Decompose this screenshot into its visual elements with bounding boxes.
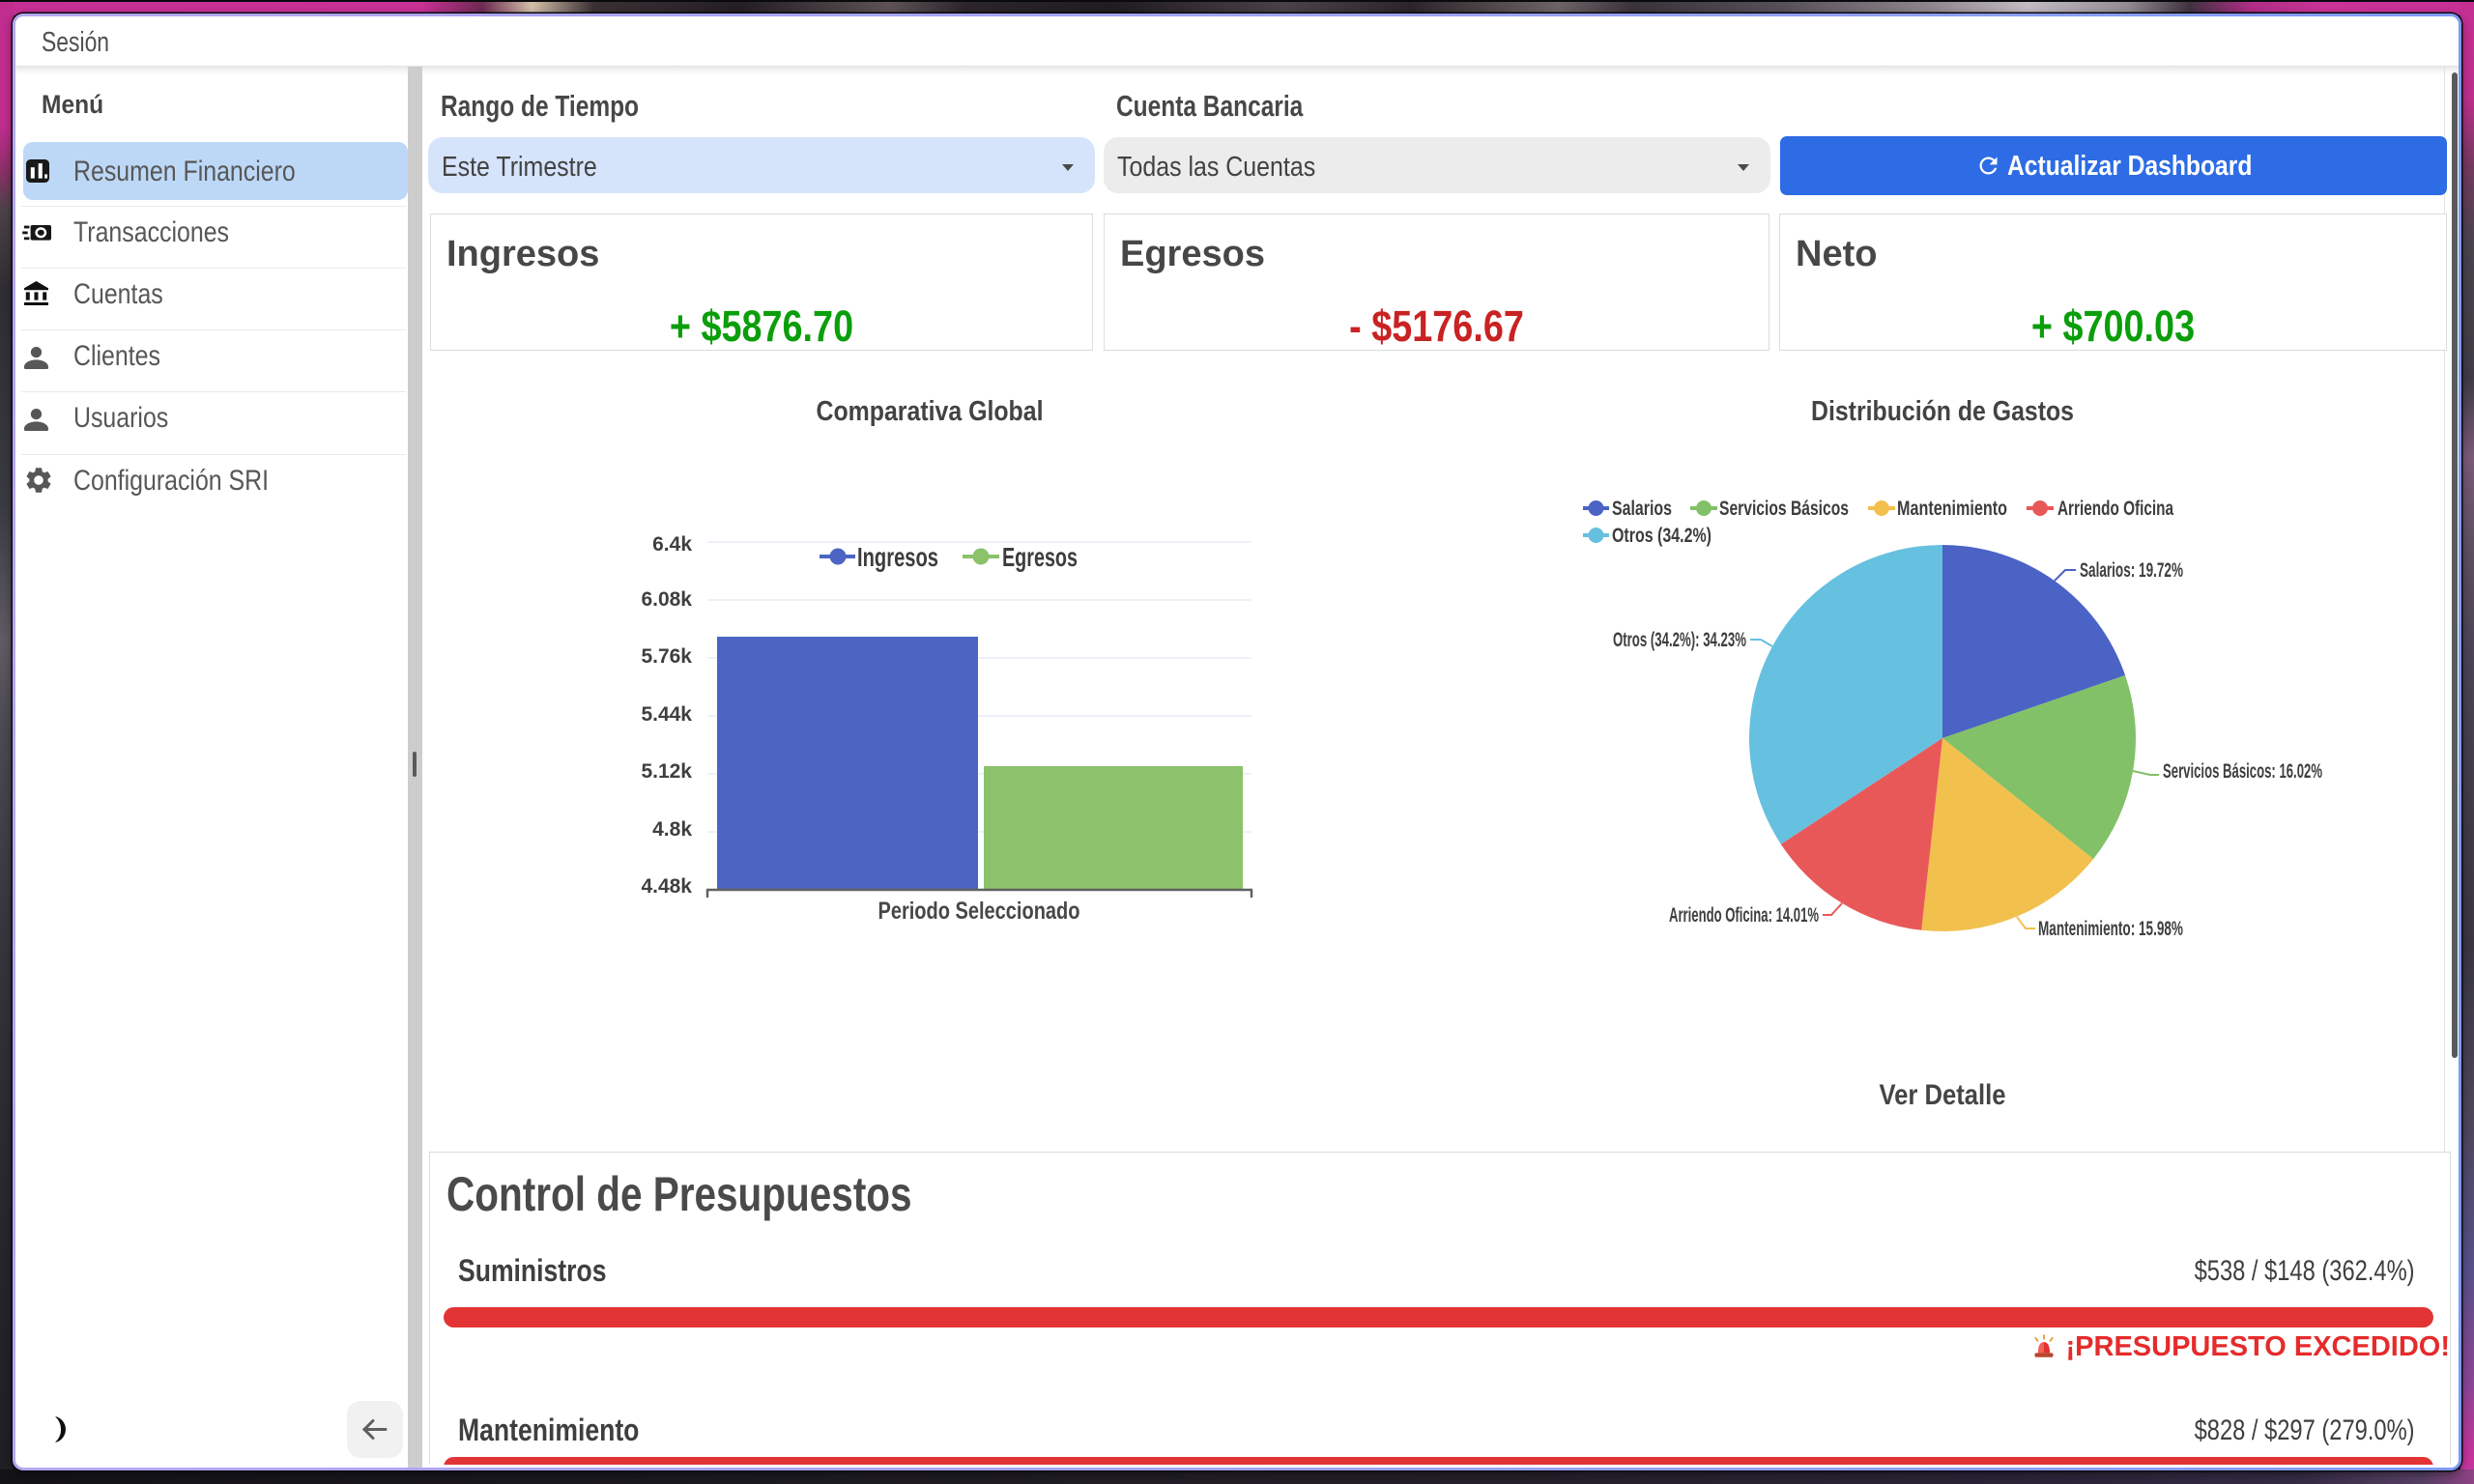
svg-text:5.44k: 5.44k <box>641 703 692 726</box>
svg-text:5.76k: 5.76k <box>641 645 692 668</box>
svg-text:5.12k: 5.12k <box>641 760 692 783</box>
svg-text:Salarios: 19.72%: Salarios: 19.72% <box>2080 559 2183 582</box>
svg-text:Distribución de Gastos: Distribución de Gastos <box>1811 396 2074 427</box>
svg-text:Ver Detalle: Ver Detalle <box>1880 1079 2006 1111</box>
svg-text:Periodo Seleccionado: Periodo Seleccionado <box>878 898 1080 925</box>
svg-text:4.8k: 4.8k <box>652 818 692 841</box>
svg-text:Arriendo Oficina: Arriendo Oficina <box>2057 498 2173 520</box>
svg-text:Egresos: Egresos <box>1002 542 1078 572</box>
svg-text:Mantenimiento: 15.98%: Mantenimiento: 15.98% <box>2038 918 2183 940</box>
svg-text:Arriendo Oficina: 14.01%: Arriendo Oficina: 14.01% <box>1669 904 1819 927</box>
svg-text:Otros (34.2%): 34.23%: Otros (34.2%): 34.23% <box>1613 629 1746 651</box>
svg-text:Otros (34.2%): Otros (34.2%) <box>1612 525 1712 547</box>
svg-text:Salarios: Salarios <box>1612 498 1672 520</box>
svg-text:Servicios Básicos: Servicios Básicos <box>1719 498 1849 520</box>
svg-text:4.48k: 4.48k <box>641 875 692 898</box>
svg-text:Comparativa Global: Comparativa Global <box>817 396 1044 427</box>
svg-text:Mantenimiento: Mantenimiento <box>1897 498 2007 520</box>
svg-text:6.08k: 6.08k <box>641 588 692 611</box>
svg-text:6.4k: 6.4k <box>652 533 692 556</box>
svg-text:Servicios Básicos: 16.02%: Servicios Básicos: 16.02% <box>2163 760 2322 783</box>
svg-text:Ingresos: Ingresos <box>857 542 938 572</box>
